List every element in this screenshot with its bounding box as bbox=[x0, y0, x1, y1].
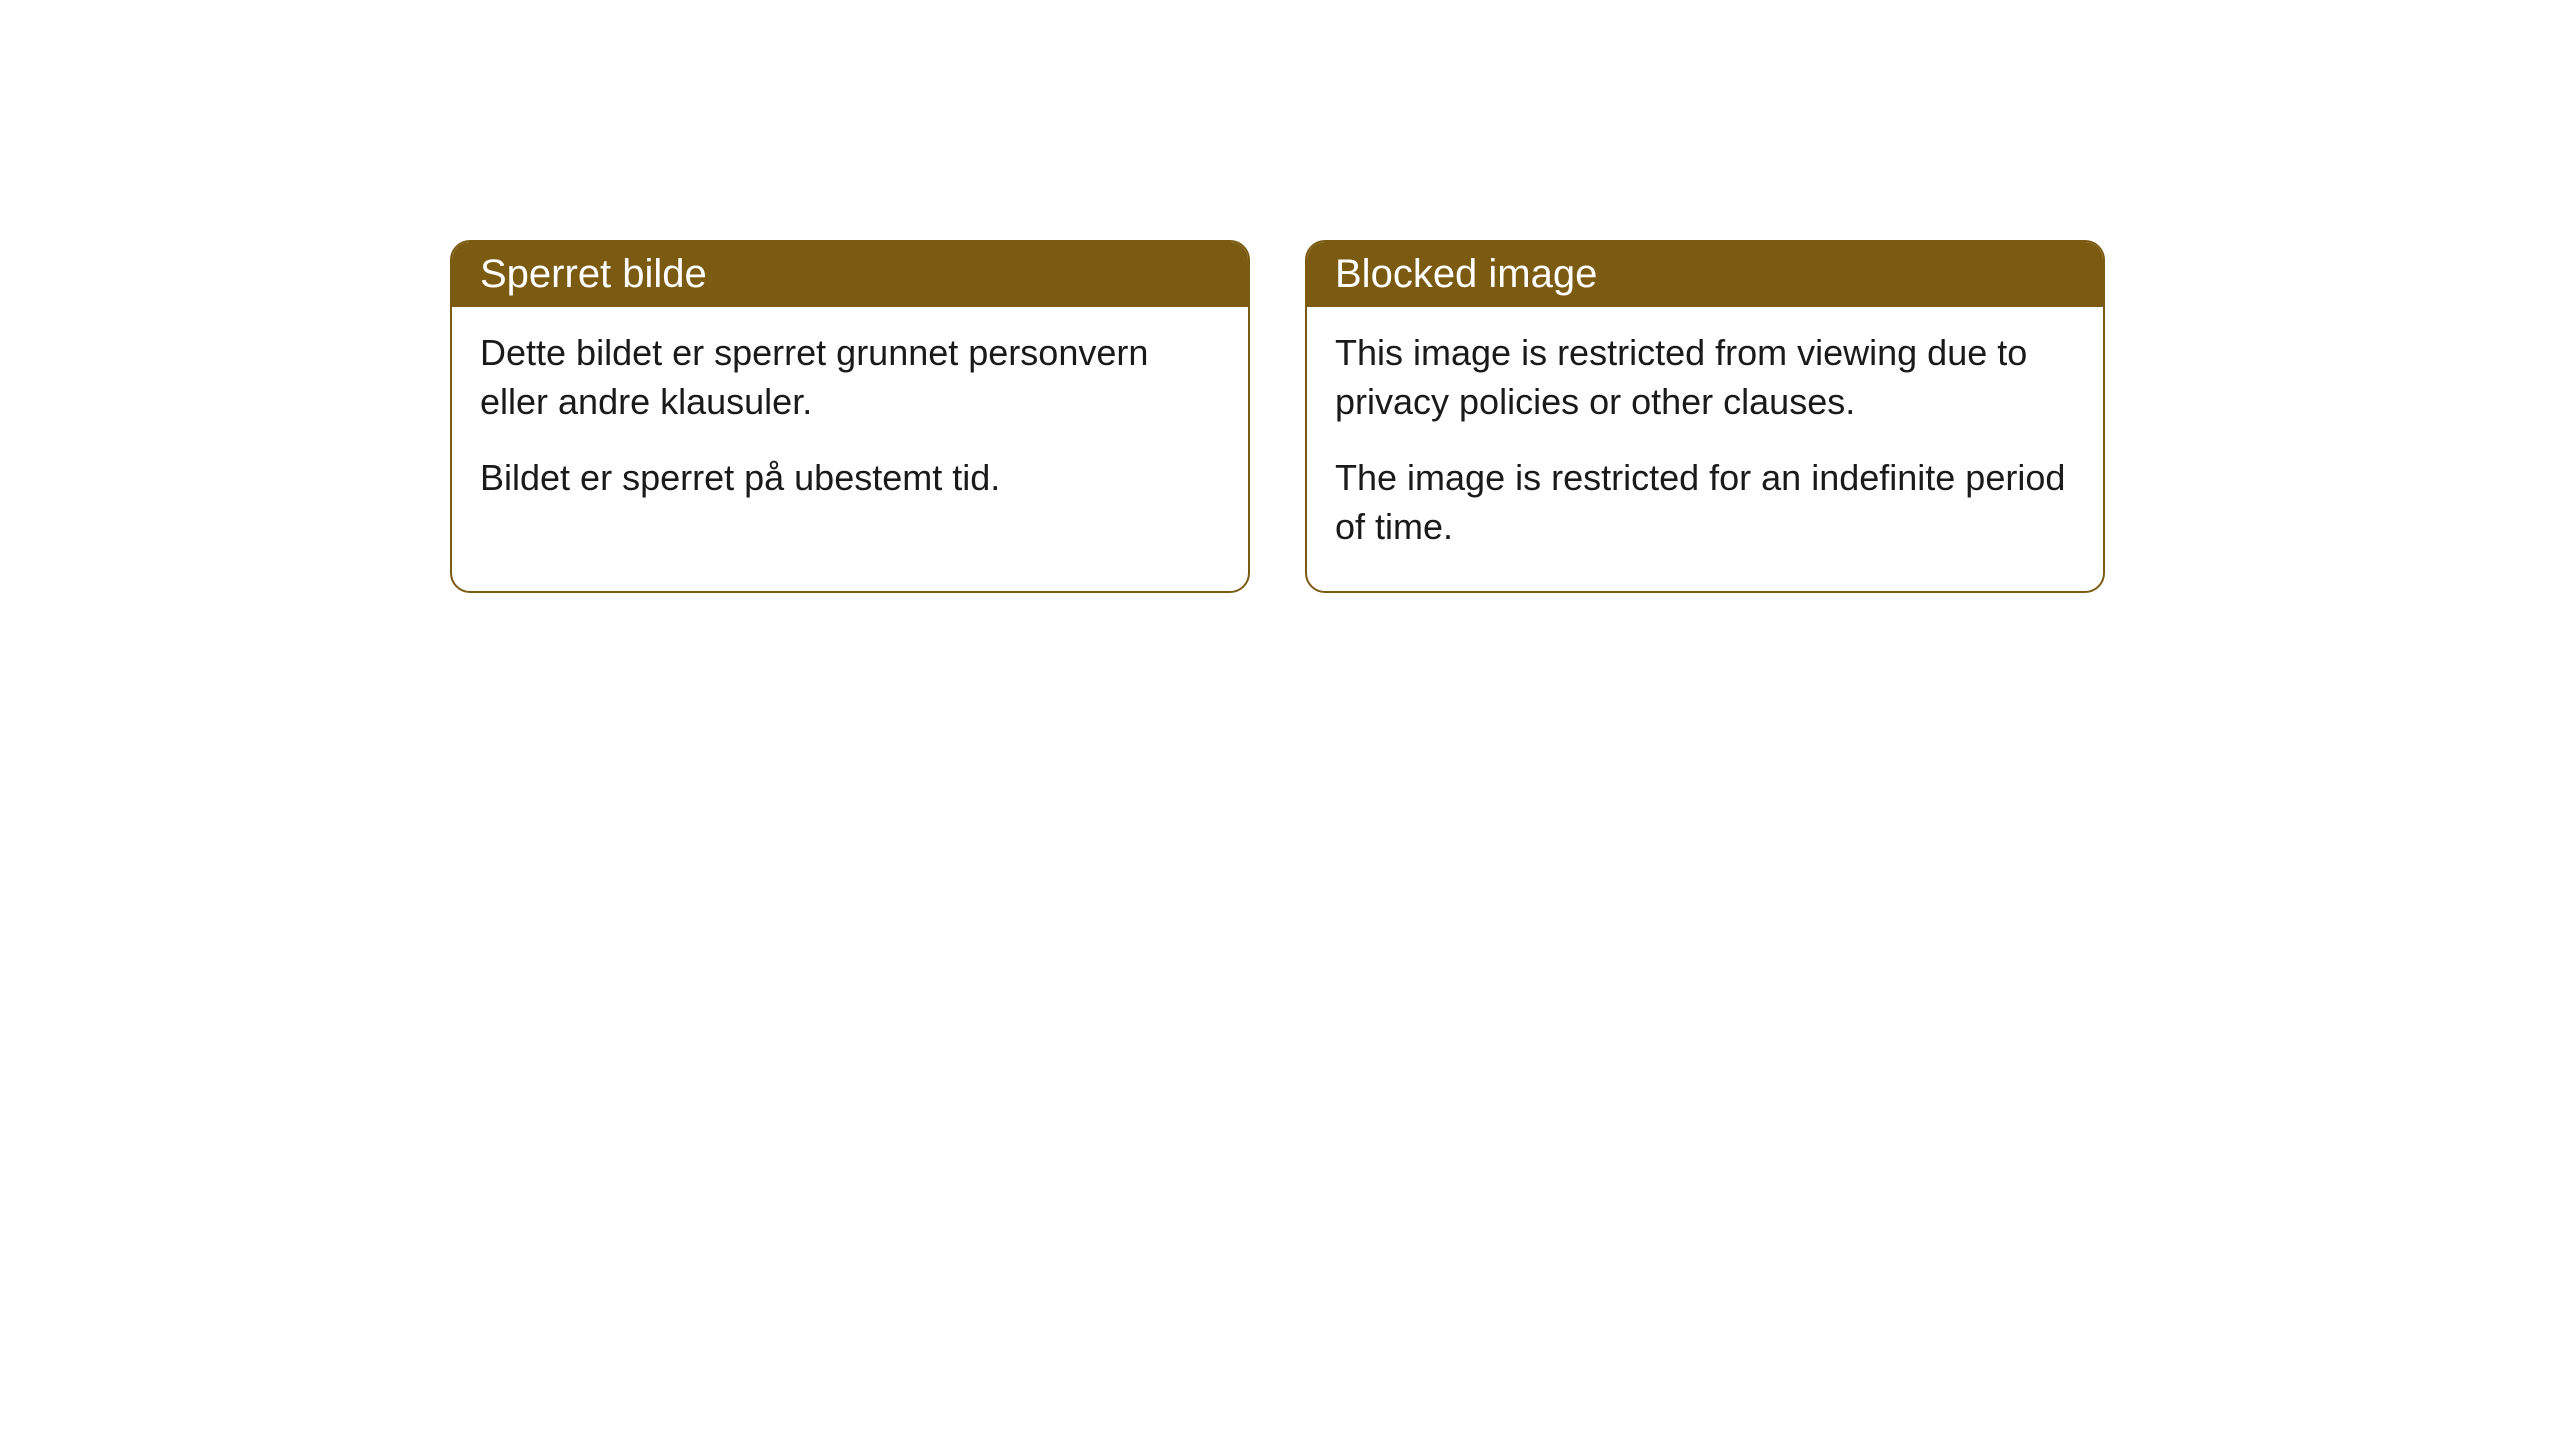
card-title: Blocked image bbox=[1335, 252, 1597, 296]
card-paragraph-2: The image is restricted for an indefinit… bbox=[1335, 454, 2075, 551]
card-english: Blocked image This image is restricted f… bbox=[1305, 240, 2105, 593]
card-body-norwegian: Dette bildet er sperret grunnet personve… bbox=[452, 307, 1248, 543]
cards-container: Sperret bilde Dette bildet er sperret gr… bbox=[450, 240, 2105, 593]
card-paragraph-1: Dette bildet er sperret grunnet personve… bbox=[480, 329, 1220, 426]
card-header-norwegian: Sperret bilde bbox=[452, 242, 1248, 307]
card-norwegian: Sperret bilde Dette bildet er sperret gr… bbox=[450, 240, 1250, 593]
card-paragraph-2: Bildet er sperret på ubestemt tid. bbox=[480, 454, 1220, 503]
card-body-english: This image is restricted from viewing du… bbox=[1307, 307, 2103, 591]
card-title: Sperret bilde bbox=[480, 252, 707, 296]
card-paragraph-1: This image is restricted from viewing du… bbox=[1335, 329, 2075, 426]
card-header-english: Blocked image bbox=[1307, 242, 2103, 307]
